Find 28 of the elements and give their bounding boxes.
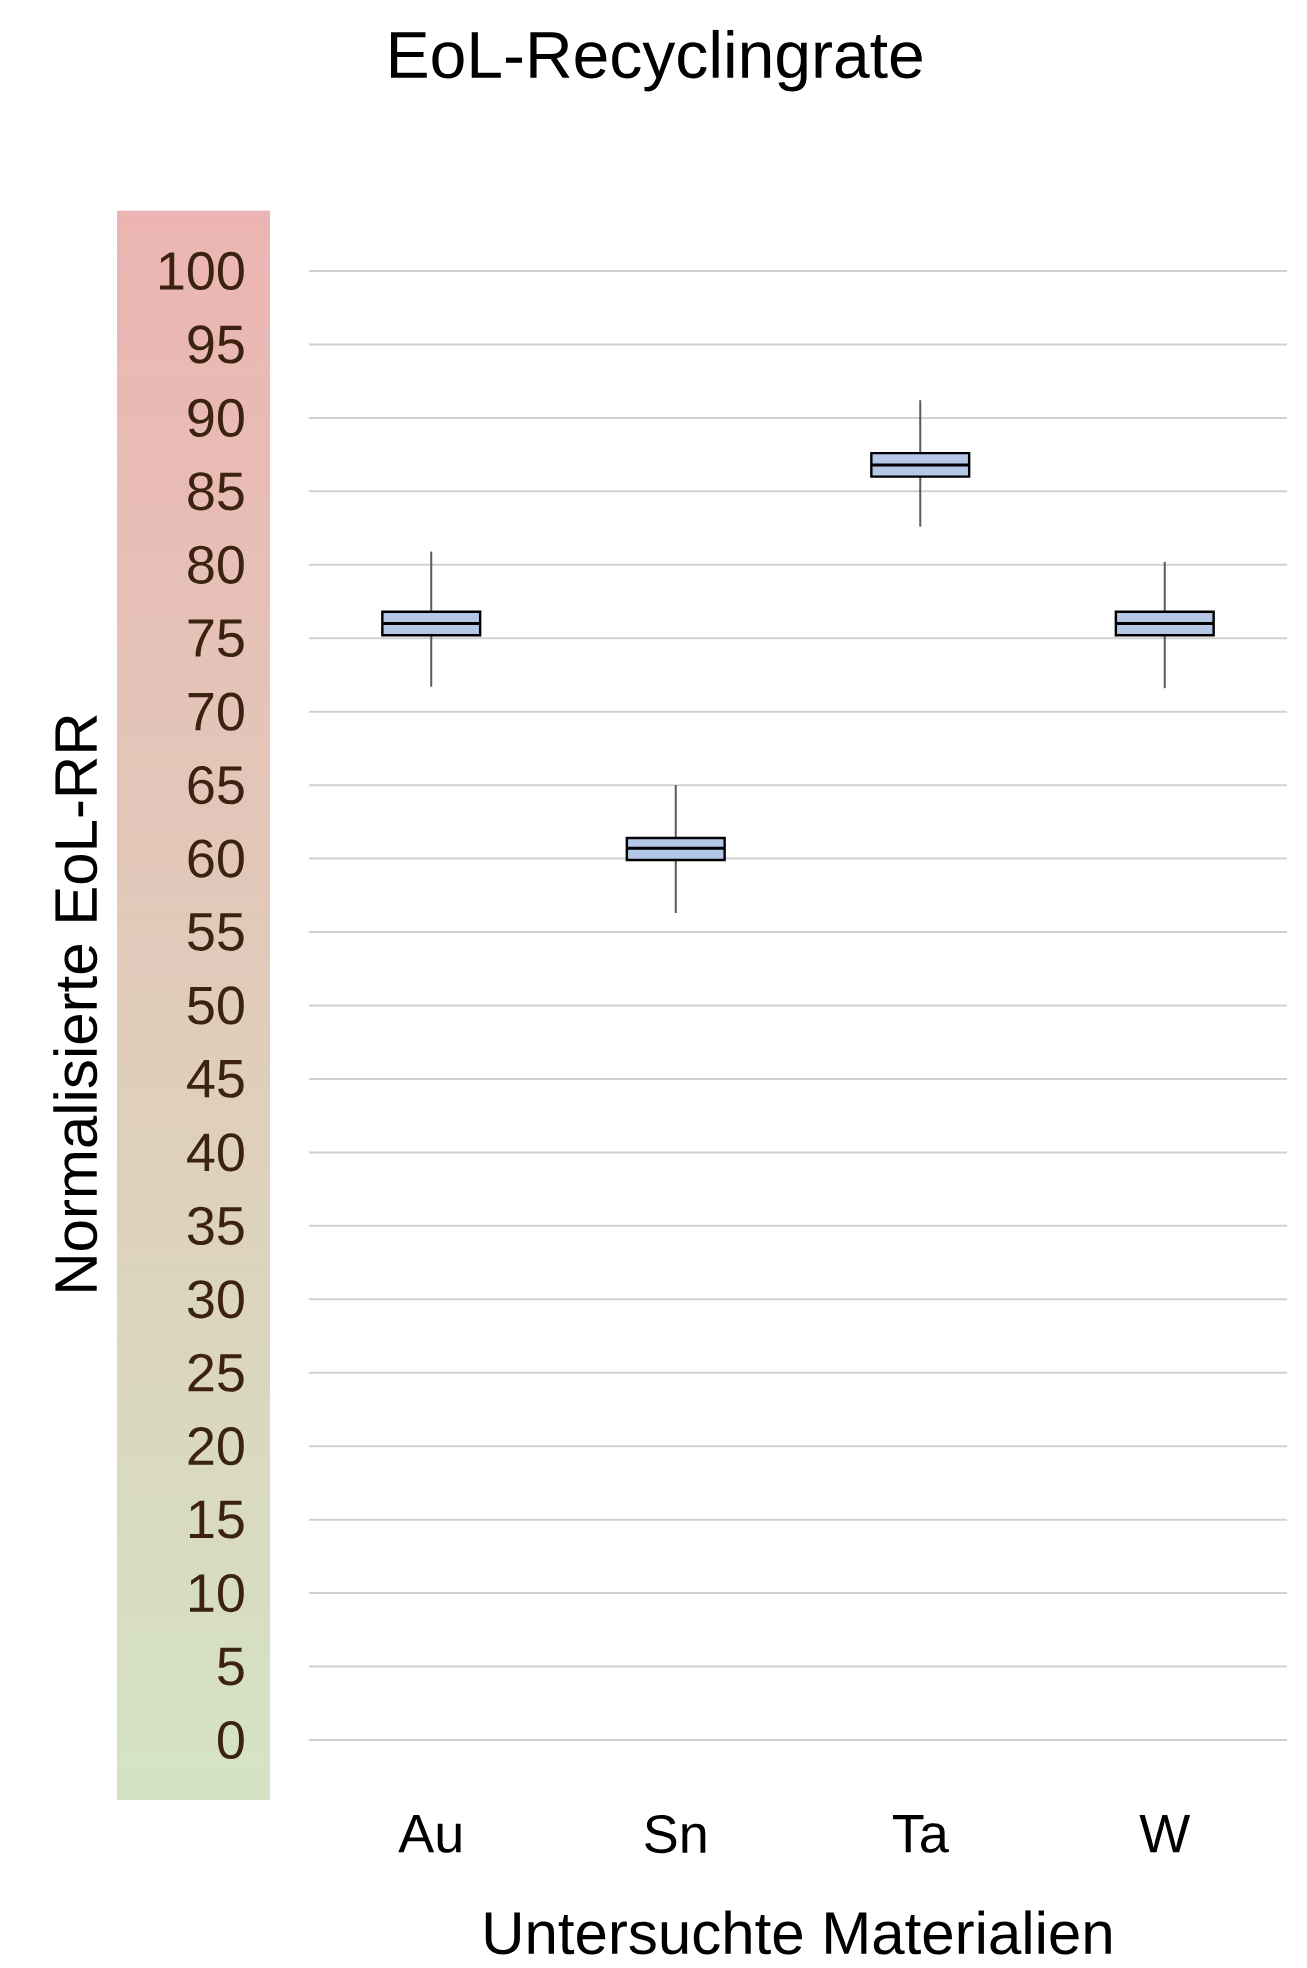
y-tick-label: 25 <box>188 1353 244 1392</box>
y-tick-label: 95 <box>188 325 244 364</box>
y-tick-label: 80 <box>188 545 244 584</box>
y-tick-label: 20 <box>188 1427 244 1466</box>
y-tick-label: 70 <box>188 692 244 731</box>
y-tick-label: 40 <box>187 1133 244 1172</box>
y-tick-label: 100 <box>159 251 244 291</box>
y-tick-label: 15 <box>189 1500 244 1539</box>
chart-title: EoL-Recyclingrate <box>391 29 922 92</box>
y-tick-label: 10 <box>189 1573 244 1613</box>
y-tick-label: 30 <box>187 1280 244 1319</box>
y-axis-title: Normalisierte EoL-RR <box>53 715 98 1291</box>
y-tick-label: 35 <box>187 1206 244 1245</box>
y-tick-label: 60 <box>188 839 244 878</box>
y-tick-label: 55 <box>188 913 244 951</box>
y-tick-label: 0 <box>218 1720 244 1760</box>
y-tick-label: 45 <box>187 1060 244 1098</box>
y-tick-label: 65 <box>188 766 244 805</box>
y-tick-label: 5 <box>218 1647 244 1686</box>
x-tick-label: Au <box>398 1815 461 1853</box>
x-tick-label: Sn <box>645 1815 706 1854</box>
x-tick-label: W <box>1139 1815 1191 1853</box>
y-tick-label: 90 <box>188 398 244 437</box>
y-tick-label: 85 <box>188 472 244 511</box>
y-tick-label: 75 <box>188 619 244 658</box>
y-tick-label: 50 <box>188 986 244 1025</box>
x-tick-label: Ta <box>892 1815 949 1853</box>
x-axis-title: Untersuchte Materialien <box>485 1910 1111 1955</box>
